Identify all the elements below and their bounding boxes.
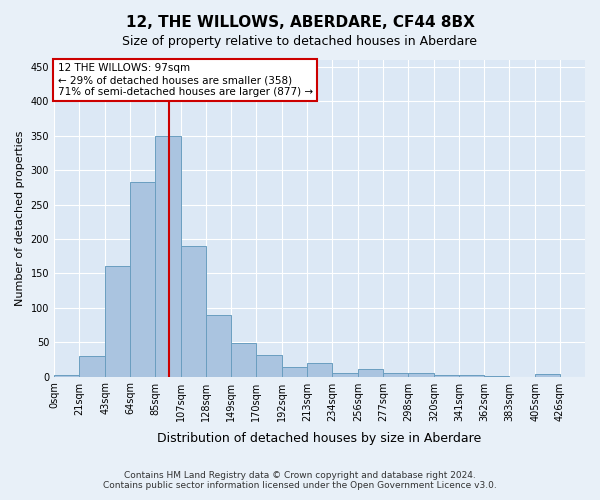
Bar xyxy=(332,373,358,376)
X-axis label: Distribution of detached houses by size in Aberdare: Distribution of detached houses by size … xyxy=(157,432,482,445)
Y-axis label: Number of detached properties: Number of detached properties xyxy=(15,130,25,306)
Bar xyxy=(282,367,307,376)
Bar xyxy=(181,246,206,376)
Bar xyxy=(408,373,434,376)
Text: 12 THE WILLOWS: 97sqm
← 29% of detached houses are smaller (358)
71% of semi-det: 12 THE WILLOWS: 97sqm ← 29% of detached … xyxy=(58,64,313,96)
Bar xyxy=(256,355,282,376)
Bar xyxy=(54,375,79,376)
Bar xyxy=(231,343,256,376)
Bar xyxy=(358,369,383,376)
Bar xyxy=(307,363,332,376)
Bar xyxy=(130,182,155,376)
Text: Size of property relative to detached houses in Aberdare: Size of property relative to detached ho… xyxy=(122,35,478,48)
Text: 12, THE WILLOWS, ABERDARE, CF44 8BX: 12, THE WILLOWS, ABERDARE, CF44 8BX xyxy=(125,15,475,30)
Bar xyxy=(105,266,130,376)
Bar xyxy=(535,374,560,376)
Bar xyxy=(434,375,459,376)
Bar xyxy=(383,373,408,376)
Bar xyxy=(206,314,231,376)
Bar xyxy=(79,356,105,376)
Bar xyxy=(459,375,484,376)
Bar xyxy=(155,136,181,376)
Text: Contains HM Land Registry data © Crown copyright and database right 2024.
Contai: Contains HM Land Registry data © Crown c… xyxy=(103,470,497,490)
